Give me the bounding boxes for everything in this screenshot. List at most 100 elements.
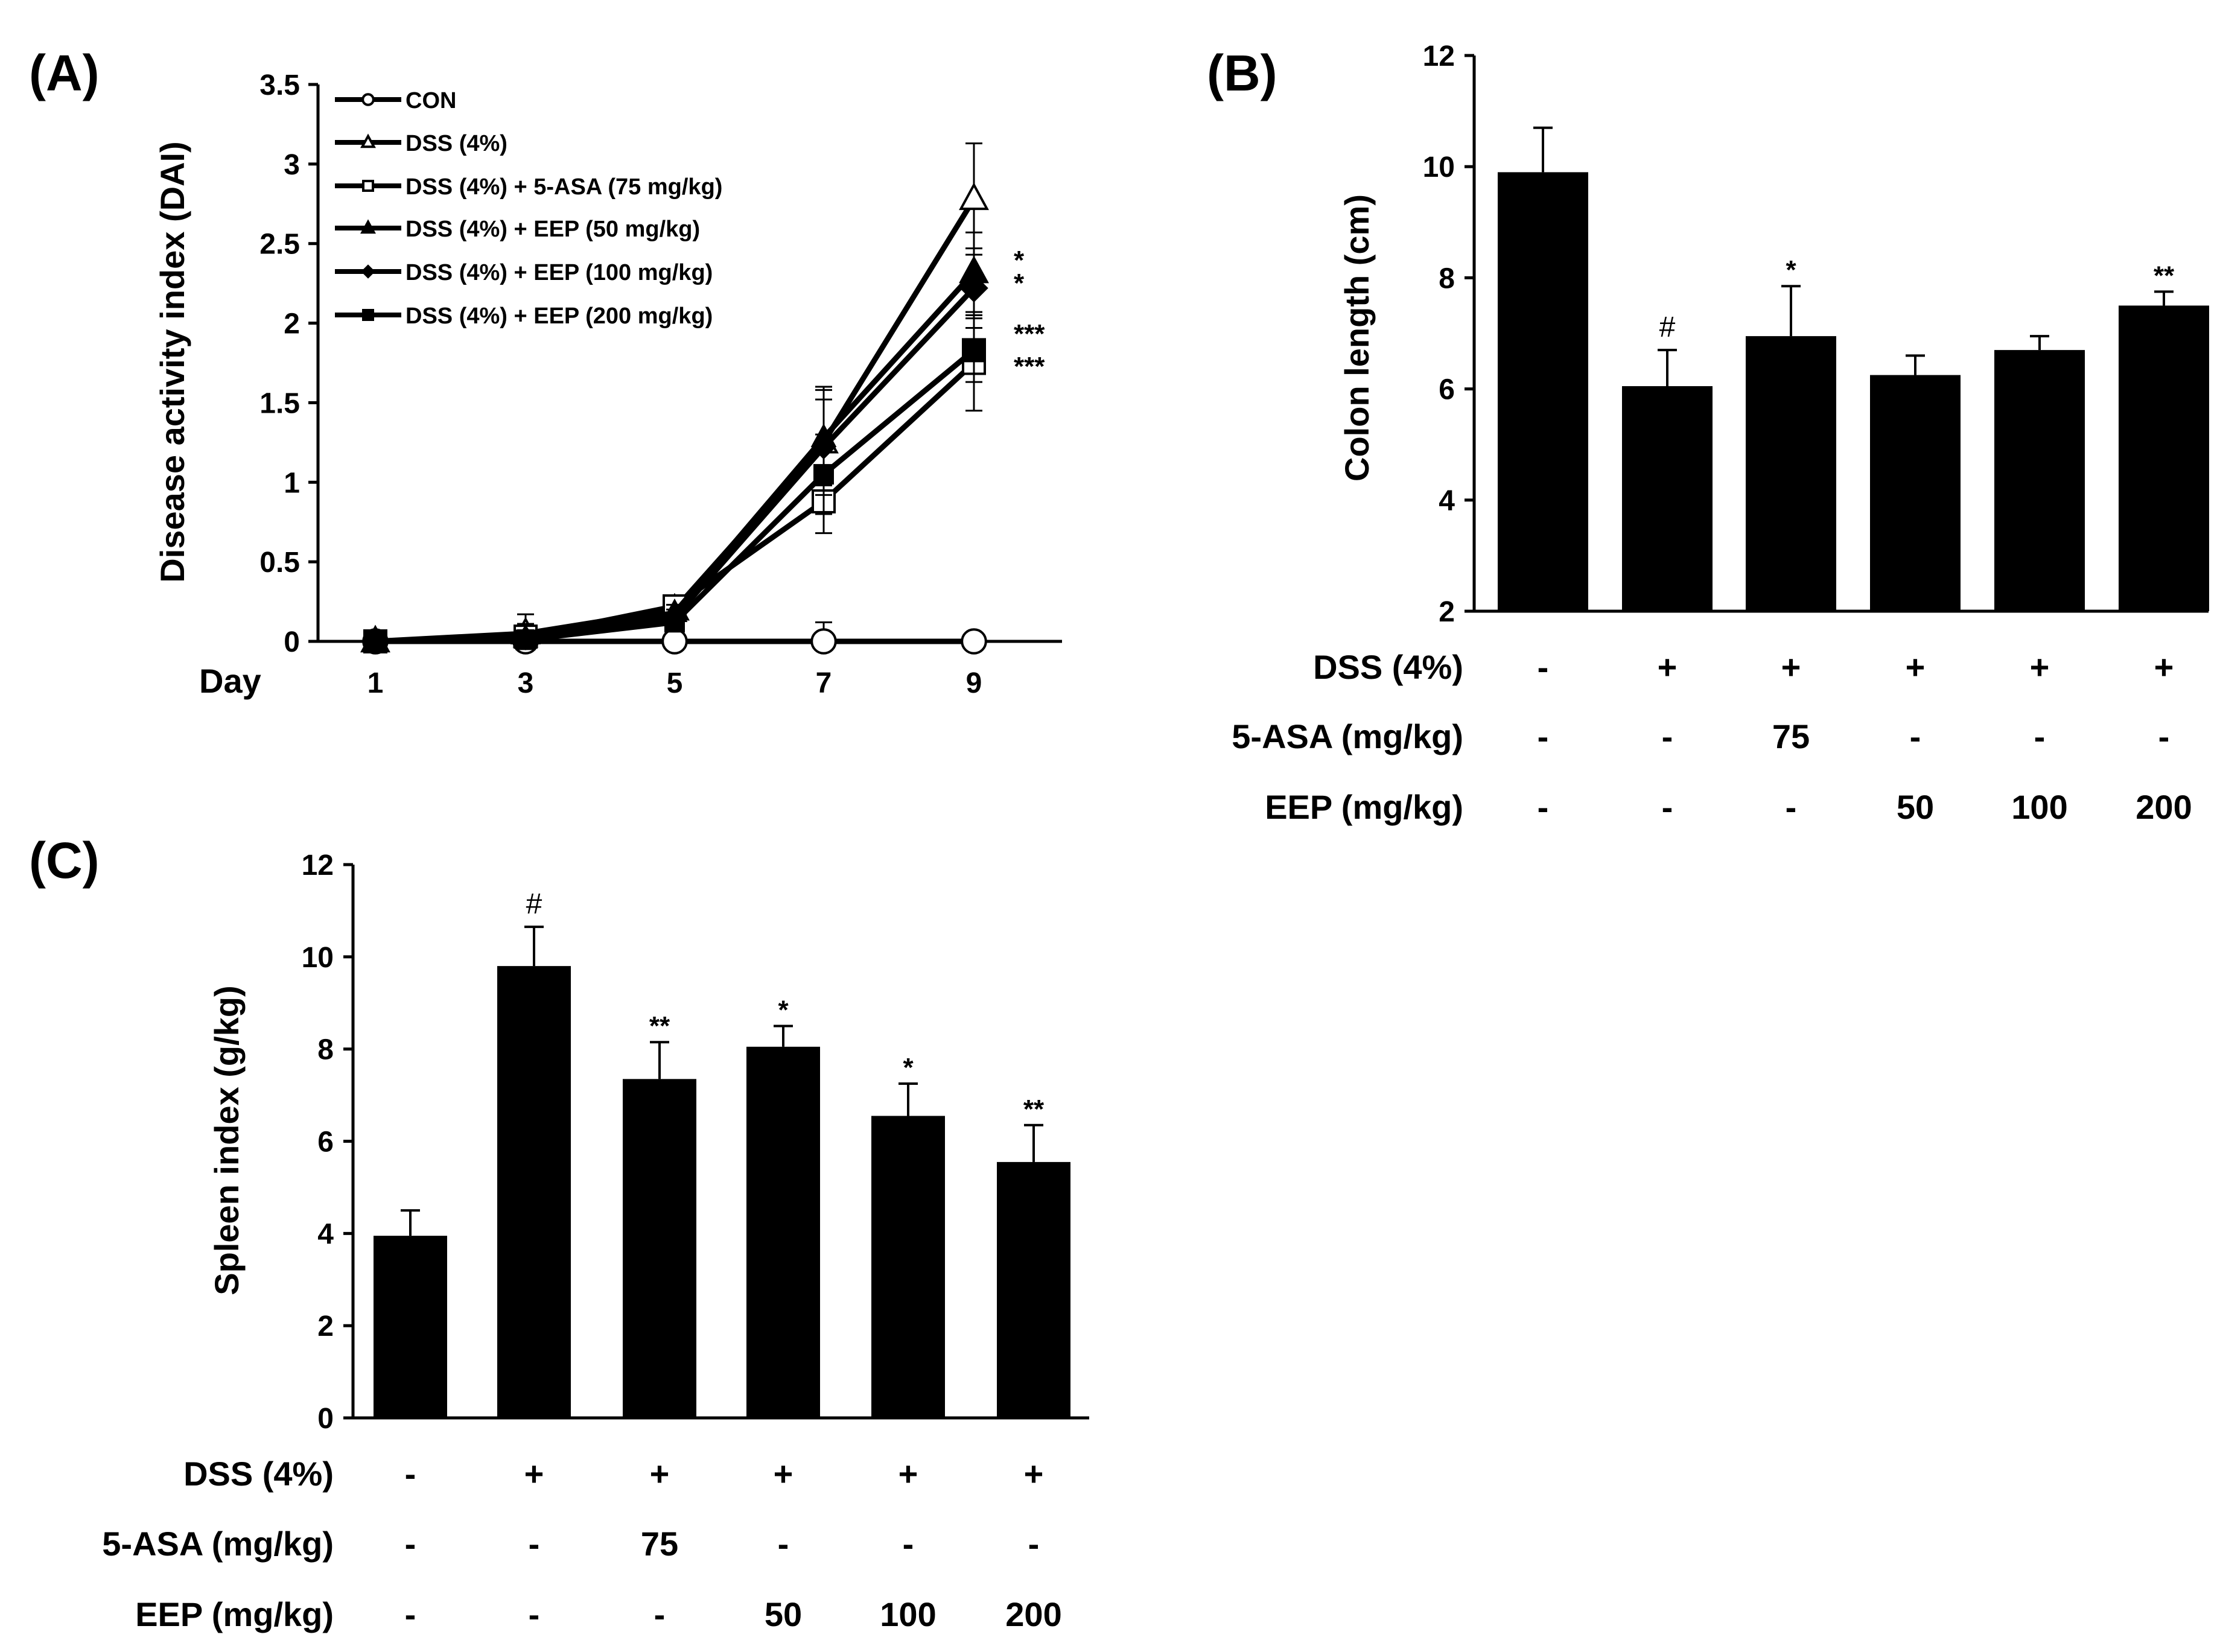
data-point [361,264,375,279]
bar [497,966,571,1418]
condition-cell: 50 [765,1595,802,1633]
legend-label: DSS (4%) + EEP (200 mg/kg) [406,303,713,329]
x-tick-label: 3 [518,667,534,699]
panel-b-bars: #* ** [1498,126,2209,611]
panel-a-series [360,142,989,655]
legend-label: DSS (4%) [406,131,507,156]
data-point [959,182,989,211]
condition-row-label: DSS (4%) [183,1455,334,1493]
y-tick-label: 0 [284,626,300,658]
condition-cell: + [524,1455,544,1493]
y-tick-label: 0 [317,1403,334,1435]
condition-cell: - [405,1525,416,1563]
condition-cell: + [774,1455,794,1493]
y-tick-label: 12 [1423,40,1455,72]
data-point [959,273,988,303]
condition-cell: + [1024,1455,1044,1493]
y-tick-label: 6 [317,1126,334,1158]
data-point [515,629,536,650]
bar [746,1046,820,1418]
y-tick-label: 2 [1439,596,1455,628]
data-point [962,338,986,363]
panel-a-significance: ******** [1014,246,1045,381]
series-dss-4-eep-200-mg-kg- [365,317,986,652]
x-tick-label: 7 [816,667,832,699]
y-tick-label: 3 [284,149,300,181]
condition-cell: - [654,1595,666,1633]
significance-mark: * [1014,246,1025,275]
data-point [365,631,386,652]
data-point [361,93,375,106]
y-tick-label: 2.5 [259,229,300,261]
legend-label: CON [406,88,456,113]
y-tick-label: 12 [302,850,334,882]
y-tick-label: 2 [284,308,300,340]
condition-cell: + [650,1455,670,1493]
condition-cell: + [1781,648,1801,686]
condition-row-label: EEP (mg/kg) [1265,788,1463,826]
bar [1622,386,1713,611]
bar [374,1236,447,1418]
bar [1498,172,1588,611]
condition-cell: - [903,1525,914,1563]
condition-cell: - [1538,717,1549,755]
y-tick-label: 3.5 [259,69,300,101]
panel-a-legend: CON DSS (4%) DSS (4%) + 5-ASA (75 mg/kg) DS… [335,88,722,329]
condition-cell: - [1786,788,1797,826]
y-tick-label: 1 [284,467,300,499]
condition-cell: 75 [1772,717,1810,755]
panel-a-y-ticks: 0 0.5 1 1.5 2 2.5 3 3.5 [259,69,318,658]
bar [1746,336,1836,611]
condition-cell: 200 [2136,788,2192,826]
condition-cell: 50 [1897,788,1934,826]
condition-cell: - [2034,717,2046,755]
bar [2119,305,2209,611]
panel-c-y-ticks: 0 2 4 6 8 10 12 [302,850,353,1435]
panel-c-y-label: Spleen index (g/kg) [208,985,246,1295]
significance-mark: # [1659,311,1676,343]
bar [623,1079,696,1418]
data-point [813,464,834,485]
y-tick-label: 2 [317,1310,334,1342]
data-point [664,612,685,633]
panel-b-y-ticks: 2 4 6 8 10 12 [1423,40,1474,628]
legend-label: DSS (4%) + EEP (50 mg/kg) [406,217,700,242]
bar [1870,375,1961,611]
condition-cell: - [778,1525,789,1563]
condition-cell: - [1538,648,1549,686]
condition-cell: 100 [880,1595,936,1633]
y-tick-label: 4 [1439,485,1455,517]
y-tick-label: 10 [302,942,334,974]
condition-cell: - [1910,717,1921,755]
condition-cell: 75 [641,1525,678,1563]
y-tick-label: 0.5 [259,547,300,579]
significance-mark: *** [1014,352,1045,381]
data-point [661,628,688,655]
significance-mark: *** [1014,319,1045,349]
significance-mark: * [903,1053,914,1082]
x-tick-label: 1 [367,667,384,699]
y-tick-label: 8 [1439,262,1455,294]
condition-cell: + [1658,648,1678,686]
panel-c-condition-table: DSS (4%) - + + + + +5-ASA (mg/kg) - - 75 - - - EEP (m… [102,1455,1061,1633]
condition-cell: - [1662,717,1673,755]
condition-cell: - [1538,788,1549,826]
condition-cell: - [529,1595,540,1633]
panel-a-line-chart: (A) Disease activity index (DAI) Day 0 0.… [29,45,1062,700]
bar [997,1161,1070,1418]
significance-mark: * [1014,268,1025,298]
condition-cell: + [1906,648,1926,686]
data-point [360,219,376,234]
x-tick-label: 5 [667,667,683,699]
y-tick-label: 8 [317,1034,334,1066]
series-dss-4-eep-50-mg-kg- [362,231,989,651]
condition-cell: - [2158,717,2170,755]
condition-cell: - [1028,1525,1040,1563]
condition-cell: - [529,1525,540,1563]
panel-a-x-label: Day [199,662,261,700]
condition-cell: + [2030,648,2050,686]
condition-row-label: 5-ASA (mg/kg) [1232,717,1463,755]
